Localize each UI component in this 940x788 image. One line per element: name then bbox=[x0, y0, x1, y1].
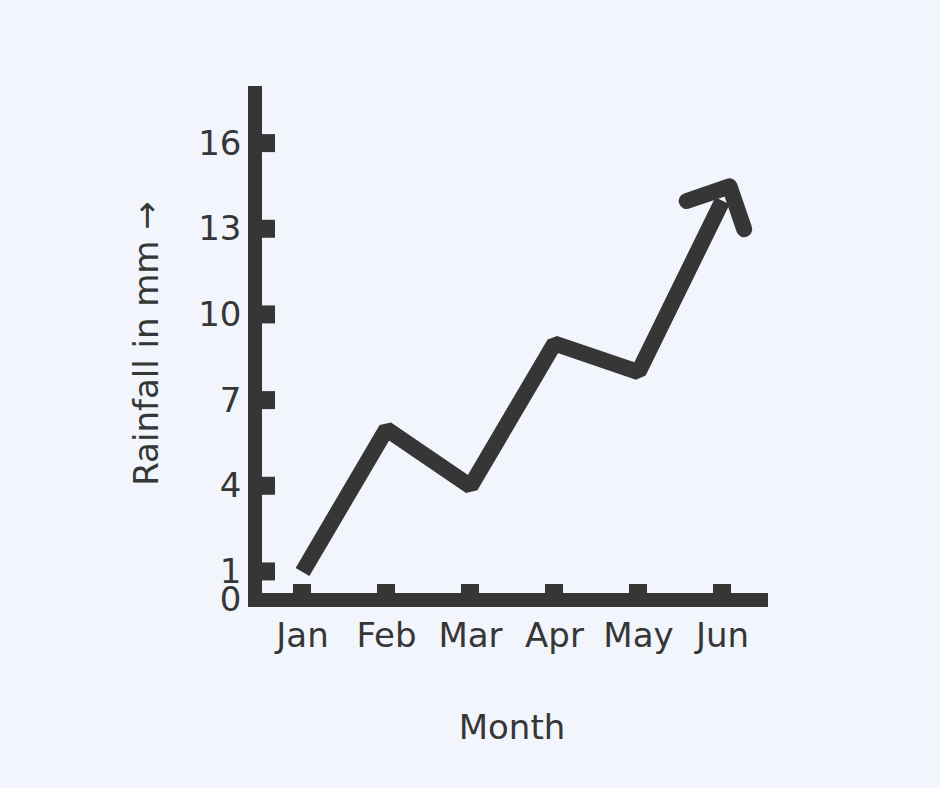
svg-text:10: 10 bbox=[198, 294, 241, 334]
svg-text:Jun: Jun bbox=[694, 615, 749, 655]
svg-text:May: May bbox=[603, 615, 673, 655]
svg-text:13: 13 bbox=[198, 208, 241, 248]
svg-text:Mar: Mar bbox=[438, 615, 502, 655]
svg-text:Month: Month bbox=[459, 707, 566, 747]
svg-text:4: 4 bbox=[220, 465, 242, 505]
svg-text:1: 1 bbox=[220, 551, 242, 591]
svg-text:Feb: Feb bbox=[356, 615, 416, 655]
svg-text:7: 7 bbox=[220, 379, 242, 419]
svg-text:Apr: Apr bbox=[525, 615, 584, 655]
svg-text:0: 0 bbox=[219, 579, 242, 620]
svg-text:Rainfall in mm →: Rainfall in mm → bbox=[126, 201, 166, 486]
svg-text:16: 16 bbox=[198, 122, 241, 162]
svg-text:Jan: Jan bbox=[274, 615, 328, 655]
